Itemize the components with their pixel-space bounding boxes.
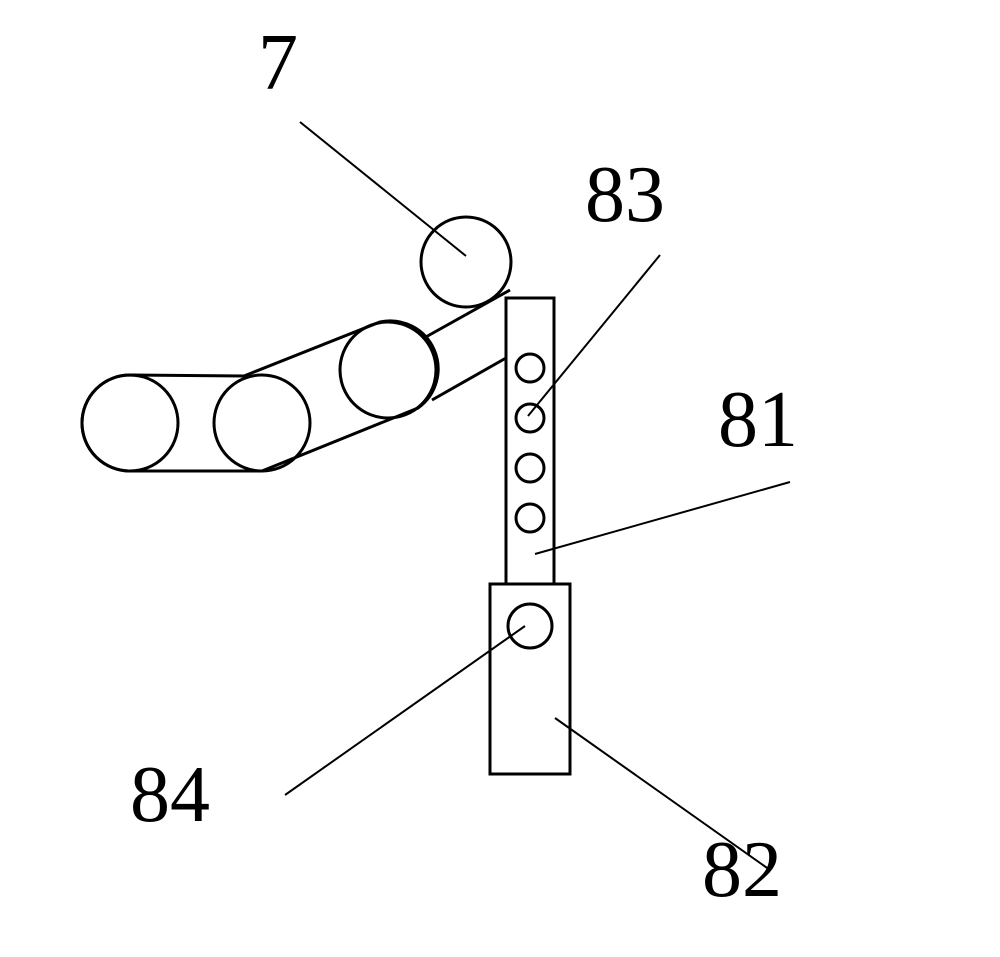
leader-7 — [300, 122, 466, 256]
label-84: 84 — [130, 750, 210, 841]
roller-3 — [340, 322, 436, 418]
label-81: 81 — [718, 375, 798, 466]
roller-1 — [82, 375, 178, 471]
diagram-canvas: 7 83 81 82 84 — [0, 0, 1000, 952]
label-7: 7 — [258, 18, 298, 109]
conveyor-assembly — [82, 321, 438, 471]
link-lower — [432, 358, 506, 400]
base-block-82 — [490, 584, 570, 774]
roller-2 — [214, 375, 310, 471]
leader-81 — [535, 482, 790, 554]
vertical-bar-81 — [506, 298, 554, 584]
label-82: 82 — [702, 825, 782, 916]
bar-body — [506, 298, 554, 584]
conveyor-belt-outline — [82, 321, 438, 471]
label-83: 83 — [585, 150, 665, 241]
base-body — [490, 584, 570, 774]
